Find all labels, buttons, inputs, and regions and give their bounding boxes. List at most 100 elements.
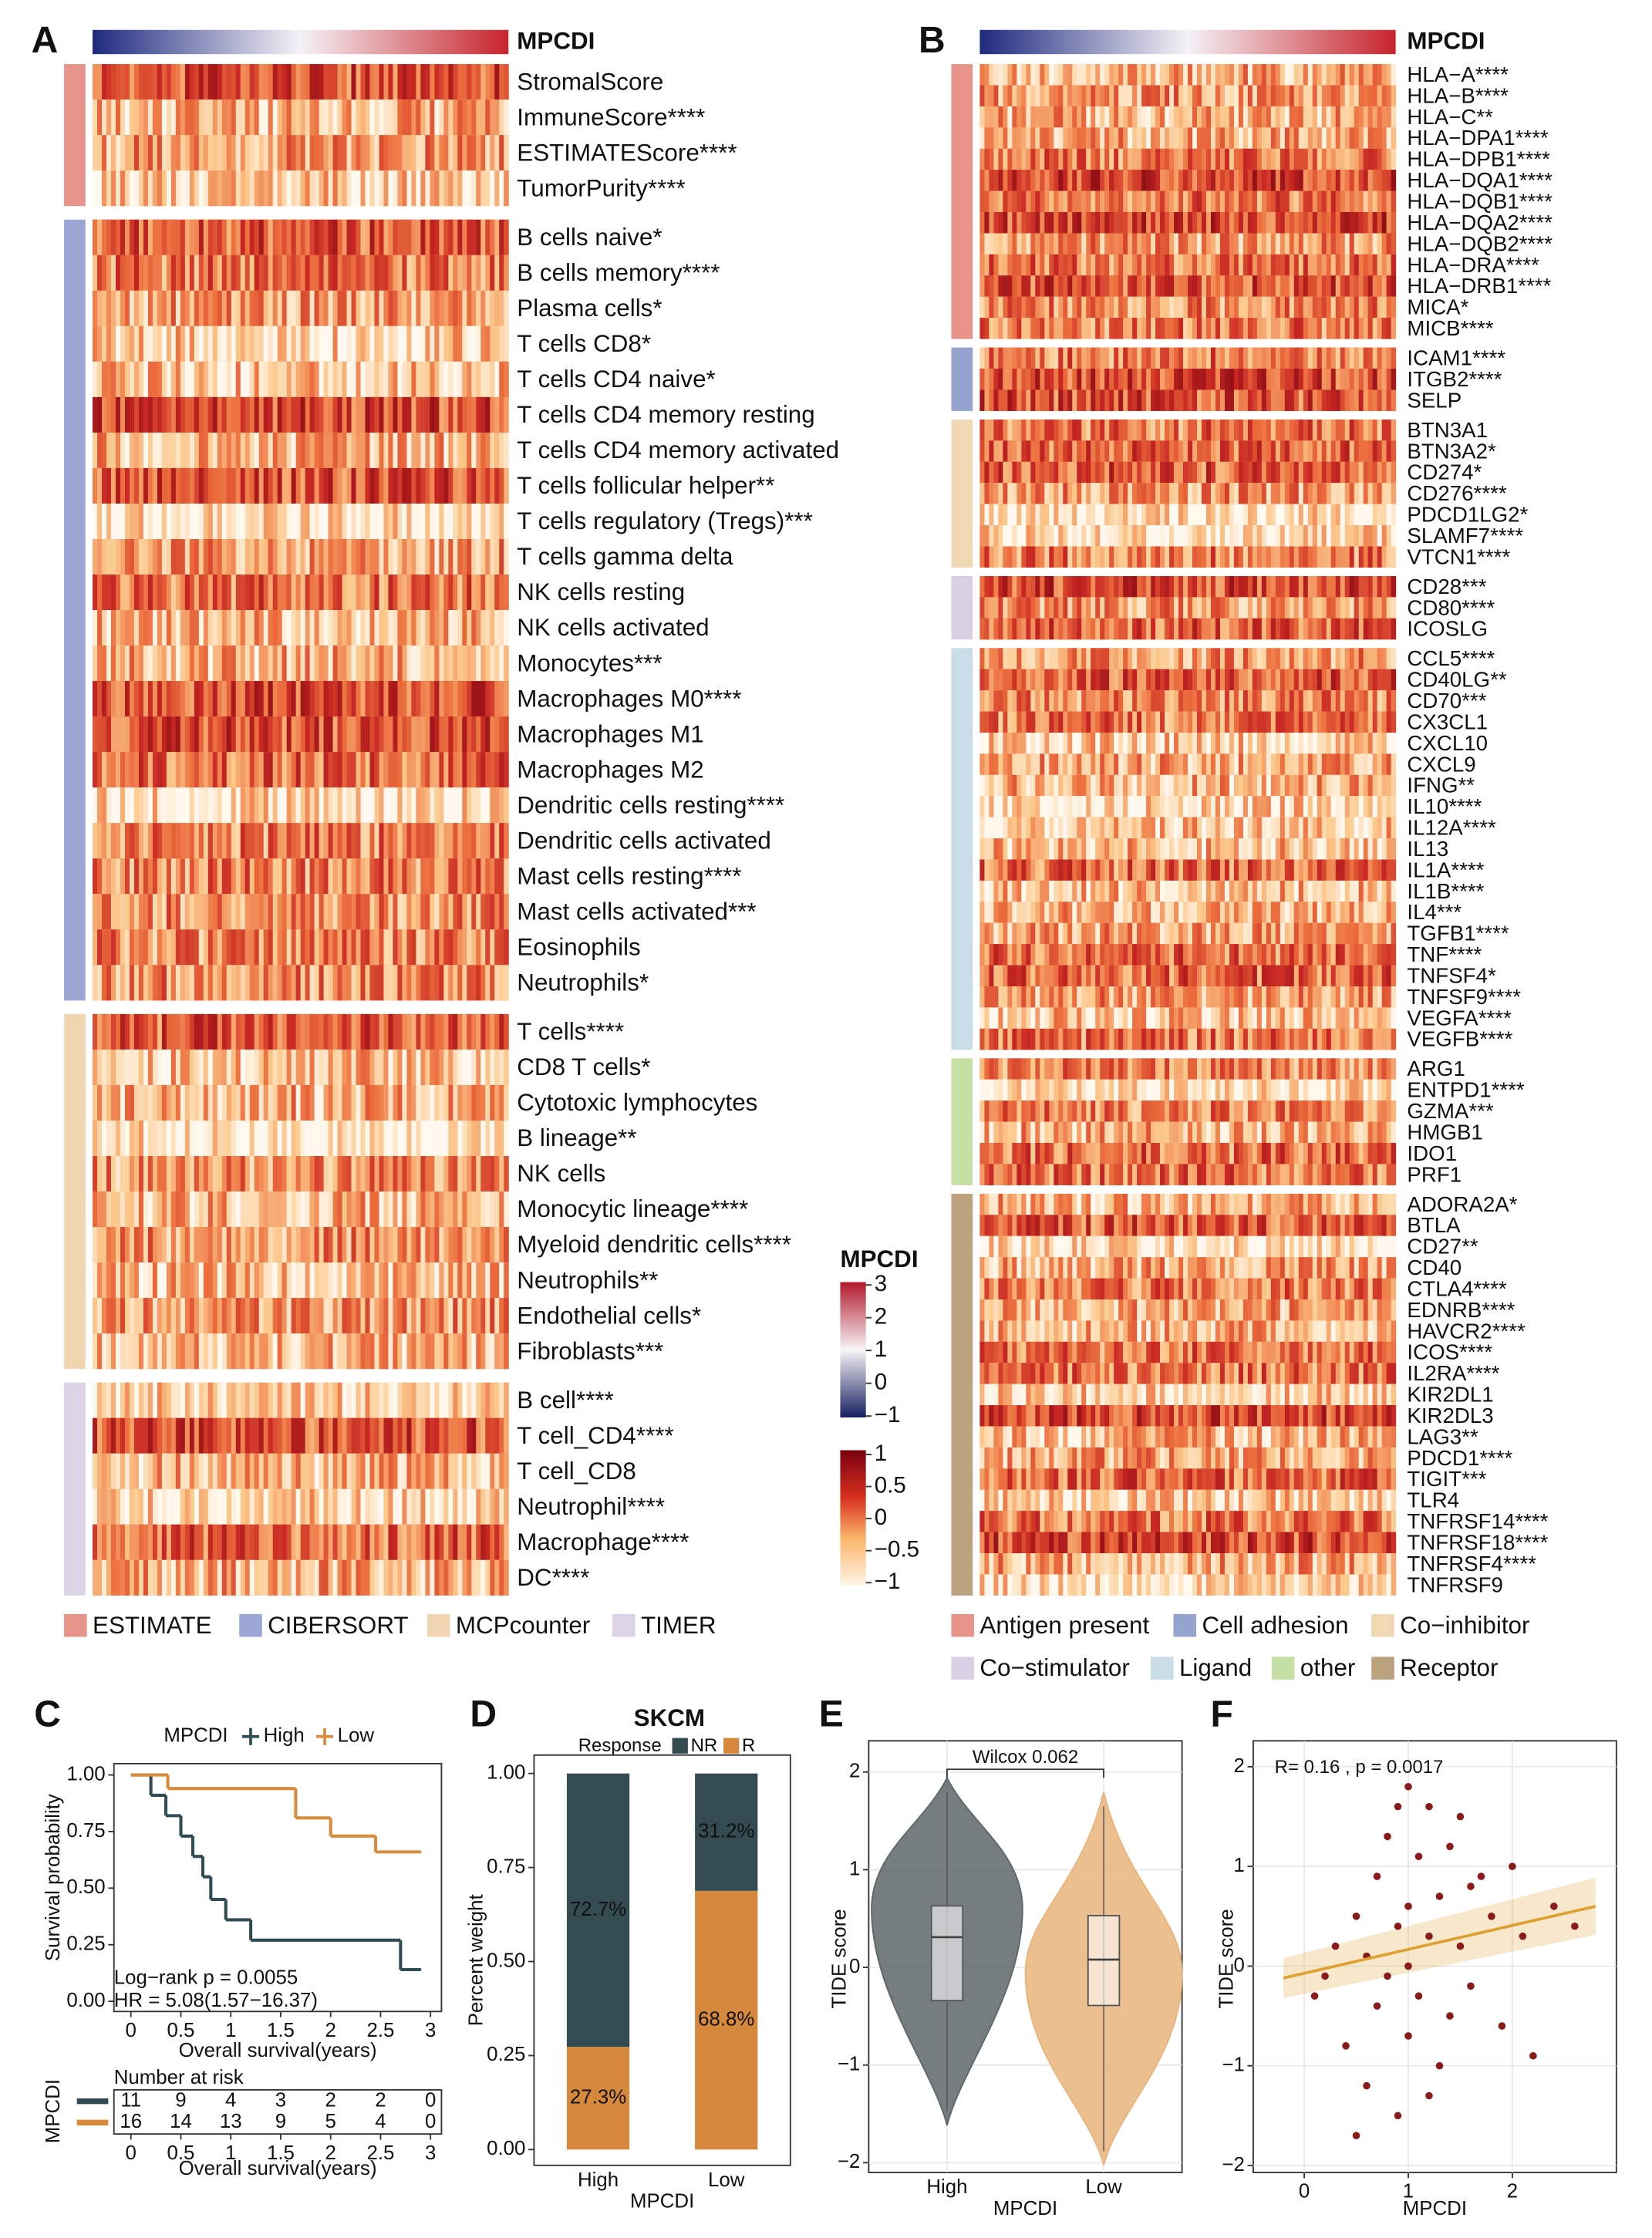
heat-stripe [120, 929, 126, 966]
heat-stripe [198, 64, 204, 100]
heat-stripe [120, 1262, 126, 1299]
heat-stripe [268, 1227, 274, 1263]
heat-stripe [342, 929, 348, 966]
heat-stripe [356, 432, 362, 468]
heat-stripe [194, 965, 200, 1001]
heat-stripe [430, 1559, 435, 1596]
heat-stripe [161, 219, 167, 255]
heat-stripe [189, 290, 195, 326]
heat-stripe [147, 575, 153, 611]
heat-stripe [346, 858, 352, 895]
heat-stripe [203, 1488, 209, 1525]
heat-stripe [282, 99, 288, 136]
heat-stripe [485, 1382, 491, 1418]
heat-stripe [138, 432, 144, 468]
heat-stripe [258, 929, 265, 966]
heat-stripe [180, 219, 186, 255]
heat-stripe [406, 135, 412, 171]
heat-stripe [300, 787, 306, 824]
heat-stripe [346, 1121, 352, 1157]
heat-stripe [97, 787, 103, 824]
heat-stripe [277, 1417, 283, 1454]
heat-stripe [323, 1262, 329, 1299]
heat-stripe [1128, 106, 1133, 128]
heat-stripe [1192, 254, 1198, 276]
heat-stripe [235, 894, 241, 930]
heat-stripe [263, 787, 269, 824]
heat-stripe [1086, 64, 1091, 86]
heat-stripe [124, 1382, 130, 1418]
heat-stripe [1261, 148, 1267, 170]
heat-stripe [143, 361, 149, 397]
heat-stripe [1381, 148, 1387, 170]
heat-stripe [485, 503, 491, 540]
heat-stripe [129, 1084, 135, 1121]
heat-stripe [1289, 148, 1295, 170]
heat-stripe [147, 1417, 153, 1454]
heat-stripe [323, 1453, 329, 1489]
heat-stripe [383, 1262, 389, 1299]
heat-stripe [984, 296, 990, 319]
heat-stripe [1215, 254, 1221, 276]
heat-stripe [194, 290, 200, 326]
heat-stripe [138, 752, 144, 788]
heat-stripe [97, 1013, 103, 1050]
heat-stripe [314, 254, 320, 291]
heat-stripe [397, 716, 403, 753]
heat-stripe [93, 396, 98, 433]
row-label: HLA−DPB1**** [1407, 147, 1550, 171]
heat-stripe [1321, 106, 1327, 128]
heat-stripe [1247, 233, 1253, 254]
heat-stripe [249, 1191, 255, 1228]
heat-stripe [166, 1013, 172, 1050]
heat-stripe [305, 432, 311, 468]
heat-stripe [457, 1191, 463, 1228]
heat-stripe [360, 1524, 366, 1560]
heat-stripe [212, 1382, 218, 1418]
heat-stripe [504, 1013, 509, 1050]
heat-stripe [1183, 212, 1188, 234]
heat-stripe [254, 858, 260, 895]
heat-stripe [106, 503, 112, 540]
heat-stripe [300, 99, 306, 136]
heat-stripe [369, 219, 376, 255]
heat-stripe [1215, 148, 1221, 170]
heat-stripe [434, 965, 440, 1001]
heat-stripe [1049, 190, 1054, 213]
heat-stripe [979, 106, 985, 128]
heat-stripe [93, 1382, 98, 1418]
heat-stripe [499, 1298, 504, 1334]
heat-stripe [124, 1298, 130, 1334]
heat-row [93, 1298, 509, 1334]
heat-stripe [351, 170, 357, 207]
heat-stripe [1077, 190, 1082, 213]
heat-stripe [124, 290, 130, 326]
heat-stripe [240, 99, 246, 136]
heat-stripe [235, 716, 241, 753]
heat-stripe [133, 965, 140, 1001]
heat-stripe [393, 787, 398, 824]
heat-stripe [198, 1382, 204, 1418]
heat-stripe [305, 170, 311, 207]
heat-stripe [166, 503, 172, 540]
heat-stripe [1178, 190, 1184, 213]
heat-stripe [420, 1333, 426, 1370]
heat-stripe [476, 64, 481, 100]
heat-stripe [365, 135, 371, 171]
heat-stripe [420, 503, 426, 540]
heat-stripe [102, 716, 107, 753]
heat-stripe [207, 1298, 214, 1334]
heat-stripe [346, 99, 352, 136]
heat-stripe [1377, 275, 1383, 297]
heat-stripe [120, 681, 126, 717]
heat-stripe [411, 64, 416, 100]
heat-stripe [235, 1084, 241, 1121]
heat-stripe [1381, 106, 1387, 128]
heat-stripe [212, 1453, 218, 1489]
heat-stripe [184, 1417, 190, 1454]
heat-stripe [439, 1453, 444, 1489]
heat-stripe [467, 1121, 472, 1157]
heat-stripe [467, 929, 472, 966]
heat-stripe [430, 539, 435, 575]
heat-stripe [989, 127, 994, 149]
